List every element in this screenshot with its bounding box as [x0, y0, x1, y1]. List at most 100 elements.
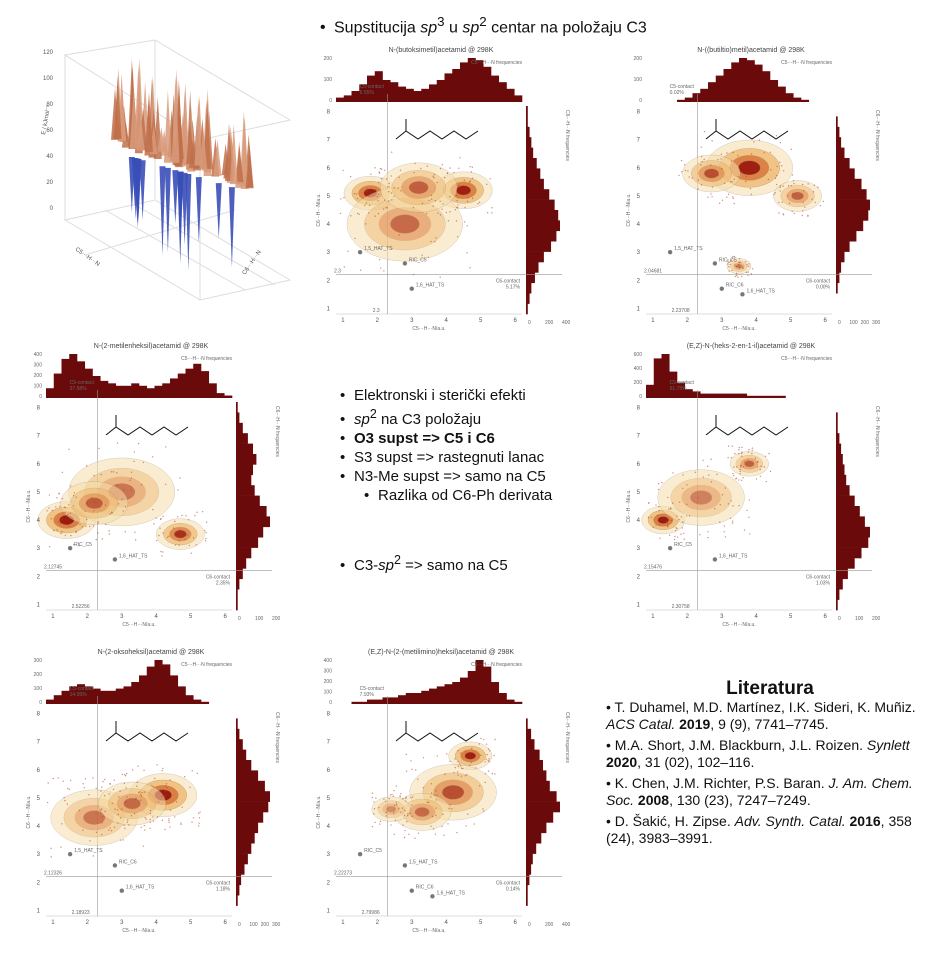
surface-z-ticks: 0 20 40 60 80 100 120: [43, 50, 54, 212]
histogram-bar: [836, 454, 843, 465]
sample-dot: [109, 827, 111, 829]
chart-metiliminoheksil: (E,Z)-N-(2-(metilimino)heksil)acetamid @…: [316, 649, 571, 934]
sample-dot: [435, 807, 437, 809]
sample-dot: [449, 167, 451, 169]
sample-dot: [468, 191, 470, 194]
x-tick-label: 4: [445, 318, 449, 324]
sample-dot: [100, 473, 102, 476]
x-tick-label: 4: [755, 614, 759, 620]
histogram-bar: [836, 599, 838, 611]
histogram-bar: [236, 464, 253, 476]
histogram-bar: [506, 699, 515, 704]
sample-dot: [156, 764, 158, 766]
sample-dot: [447, 823, 449, 825]
sample-dot: [748, 499, 751, 501]
sample-dot: [822, 200, 824, 203]
density-blobs: [371, 741, 497, 831]
sample-dot: [458, 184, 460, 187]
sample-dot: [697, 179, 700, 181]
sample-dot: [48, 545, 51, 548]
sample-dot: [168, 819, 170, 822]
sample-dot: [672, 502, 674, 504]
sample-dot: [750, 153, 753, 155]
sample-dot: [493, 754, 495, 757]
c5-contact-label: C5-contact: [70, 380, 95, 386]
sample-dot: [110, 471, 113, 473]
sample-dot: [751, 268, 754, 270]
sample-dot: [729, 263, 731, 266]
histogram-bar: [236, 884, 240, 896]
top-hist-tick: 200: [324, 56, 333, 62]
y-tick-label: 5: [637, 490, 641, 496]
sample-dot: [439, 214, 442, 216]
sample-dot: [745, 271, 748, 274]
marker-point: [67, 545, 73, 551]
sample-dot: [388, 182, 390, 185]
sample-dot: [727, 259, 729, 261]
sample-dot: [738, 452, 740, 455]
sample-dot: [100, 790, 102, 792]
marker-point: [112, 557, 118, 562]
histogram-bar: [514, 95, 523, 102]
sample-dot: [743, 529, 746, 531]
side-hist-label: C6···H···N frequencies: [274, 406, 280, 457]
sample-dot: [707, 536, 709, 539]
sample-dot: [93, 500, 95, 502]
histogram-bar: [526, 884, 528, 896]
sample-dot: [407, 815, 409, 817]
y-tick-label: 8: [637, 110, 641, 116]
sample-dot: [491, 772, 493, 775]
y-reference-value: 2.12745: [44, 565, 62, 571]
histogram-bar: [236, 812, 264, 823]
sample-dot: [776, 165, 778, 168]
histogram-bar: [92, 688, 101, 704]
sample-dot: [456, 235, 459, 238]
histogram-bar: [526, 262, 539, 273]
sample-dot: [84, 778, 87, 780]
ref-volume: , 130 (23), 7247–7249.: [669, 792, 811, 808]
sample-dot: [368, 204, 371, 206]
sample-dot: [441, 825, 443, 828]
sample-dot: [82, 829, 84, 831]
sample-dot: [699, 534, 701, 536]
top-histogram: [646, 354, 786, 398]
histogram-bar: [444, 684, 453, 704]
sample-dot: [748, 448, 750, 451]
sample-dot: [204, 540, 207, 542]
sample-dot: [393, 187, 395, 189]
histogram-bar: [53, 373, 62, 398]
histogram-bar: [236, 728, 240, 740]
sample-dot: [768, 452, 770, 455]
sample-dot: [733, 178, 735, 180]
surface-spike-red: [112, 109, 121, 139]
histogram-bar: [236, 853, 248, 865]
sample-dot: [120, 839, 122, 841]
chart-title: N-(2-metilenheksil)acetamid @ 298K: [94, 343, 209, 350]
marker-point-label: 1,5_HAT_TS: [674, 246, 703, 252]
side-hist-label: C6···H···N frequencies: [274, 712, 280, 763]
histogram-bar: [754, 64, 763, 102]
sample-dot: [178, 540, 180, 542]
histogram-bar: [793, 97, 802, 102]
density-contour: [670, 477, 732, 518]
side-hist-tick: 200: [872, 616, 881, 622]
sample-dot: [388, 200, 390, 202]
x-tick-label: 2: [376, 920, 380, 926]
sample-dot: [188, 544, 190, 547]
sample-dot: [718, 202, 721, 204]
sample-dot: [744, 461, 746, 463]
histogram-bar: [526, 168, 541, 180]
y-tick-label: 6: [637, 462, 641, 468]
sample-dot: [134, 539, 137, 541]
sample-dot: [413, 171, 415, 174]
density-contour: [371, 796, 411, 822]
histogram-bar: [526, 749, 540, 761]
y-tick-label: 6: [637, 166, 641, 172]
sample-dot: [676, 536, 679, 538]
chart-title: N-((butiltio)metil)acetamid @ 298K: [697, 47, 805, 54]
histogram-bar: [723, 393, 732, 398]
sample-dot: [152, 816, 154, 818]
y-axis-label: C6···H···N/a.u.: [626, 193, 632, 226]
sample-dot: [436, 755, 438, 757]
sample-dot: [383, 798, 385, 800]
